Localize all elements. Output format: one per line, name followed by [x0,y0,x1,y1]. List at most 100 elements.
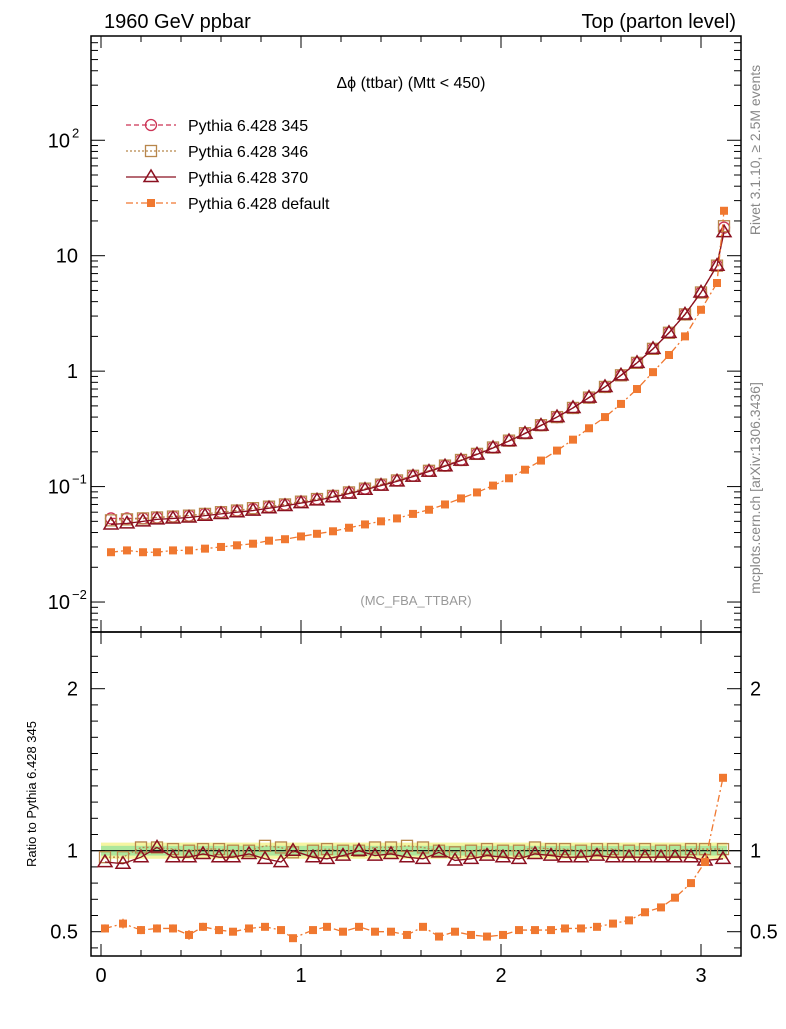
main-data-point [697,305,705,314]
ratio-data-point [574,844,588,857]
main-data-point [484,439,502,454]
ratio-ytick-label-right: 0.5 [750,922,778,944]
main-data-point [372,477,390,491]
main-ytick-label: 10 [56,246,78,268]
ratio-data-point [682,848,700,863]
ratio-data-point [134,841,148,854]
main-ytick-label: 10 [48,477,70,499]
main-data-point [452,452,470,466]
ratio-data-point [355,922,363,931]
ratio-data-point [323,922,331,931]
main-data-point [260,499,278,514]
main-data-point [692,284,710,298]
main-data-point [107,548,115,557]
ratio-data-point [716,842,730,856]
ratio-data-point [657,903,665,912]
main-data-point [505,474,513,483]
ratio-data-point [274,841,288,854]
ratio-data-point [654,844,668,857]
ratio-data-point [284,842,302,856]
main-ytick-label: 1 [67,361,78,383]
main-data-point [516,425,534,439]
legend-marker [144,144,158,158]
ratio-data-point [226,844,240,857]
ratio-data-point [350,842,368,856]
main-data-point [468,445,486,460]
main-data-point [393,514,401,523]
ratio-data-point [289,934,297,943]
main-data-point [120,513,134,526]
ratio-data-point [384,841,398,854]
ratio-data-point [572,848,590,863]
main-data-point [553,446,561,455]
main-data-point [244,502,262,516]
main-data-point [292,494,310,509]
ratio-data-point [593,922,601,931]
main-data-point [104,514,118,527]
ratio-data-point [150,841,164,854]
main-data-point [580,389,598,403]
ratio-data-point [666,848,684,863]
ratio-data-point [210,848,228,863]
ratio-data-point [119,919,127,928]
legend-marker [142,168,160,183]
main-data-point [694,286,708,299]
main-data-point [329,527,337,536]
ratio-data-point [180,848,198,863]
analysis-label: (MC_FBA_TTBAR) [360,593,471,608]
ratio-data-point [242,844,256,857]
main-data-point [356,481,374,495]
main-data-point [585,424,593,433]
ratio-data-point [528,841,542,854]
legend: Pythia 6.428 345 Pythia 6.428 346 Pythia 6… [126,118,330,213]
ratio-data-point [652,848,670,863]
ratio-data-point [387,927,395,936]
main-data-point [308,491,326,506]
ratio-data-point [448,846,462,859]
main-ytick-label: 10 [48,130,70,152]
main-data-point [404,468,422,482]
main-data-point [361,520,369,529]
ratio-data-point [494,848,512,863]
ratio-data-point [620,848,638,863]
ratio-data-point [719,773,727,782]
ratio-ytick-label: 2 [67,679,78,701]
ratio-data-point [304,848,322,863]
main-data-point [582,391,596,404]
main-data-point [377,517,385,526]
main-data-point [324,488,342,503]
main-data-point [628,354,646,369]
ratio-data-point [462,850,480,865]
ratio-data-point [352,844,366,857]
main-data-point [550,410,564,424]
main-ytick-exponent: −2 [72,587,87,602]
main-data-point [153,548,161,557]
ratio-data-point [339,927,347,936]
main-data-point [139,548,147,557]
main-data-point [708,257,726,271]
main-data-point [164,509,182,524]
ratio-series-2 [101,773,727,943]
ratio-data-point [609,919,617,928]
main-data-point [118,514,136,529]
ratio-data-point [182,844,196,857]
ratio-data-point [194,845,212,860]
ratio-data-point [467,930,475,939]
ratio-data-point [714,850,732,865]
main-data-point [715,223,733,238]
main-data-point [265,536,273,545]
main-data-point [276,497,294,512]
ratio-ylabel: Ratio to Pythia 6.428 345 [24,721,39,867]
ratio-data-point [480,842,494,856]
x-tick-label: 0 [95,965,106,987]
main-data-point [681,332,689,341]
main-data-point [180,509,198,523]
ratio-data-point [544,842,558,856]
legend-label: Pythia 6.428 346 [188,144,308,161]
main-data-point [148,510,166,525]
ratio-data-point [137,926,145,935]
ratio-ytick-label: 0.5 [50,922,78,944]
ratio-data-point [622,844,636,857]
ratio-data-point [483,932,491,941]
